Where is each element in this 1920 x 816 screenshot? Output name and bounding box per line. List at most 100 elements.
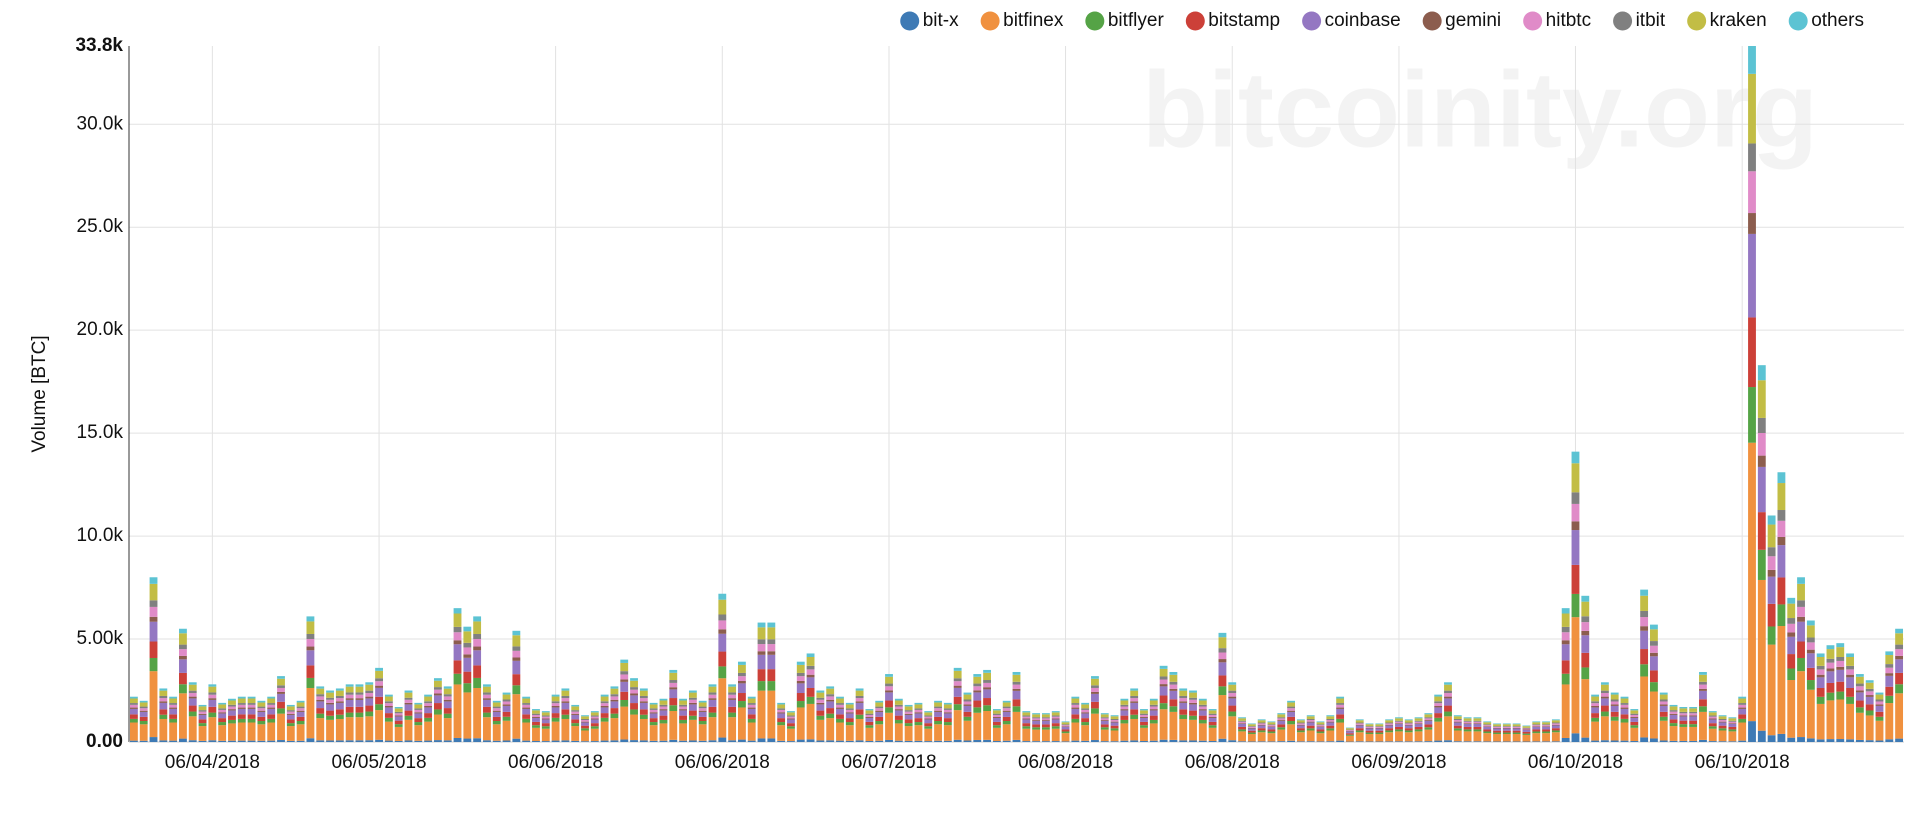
bar-segment (1865, 691, 1874, 696)
bar-segment (1296, 741, 1305, 742)
bar-segment (169, 698, 178, 704)
bar-segment (1600, 716, 1609, 741)
bar-segment (1453, 716, 1462, 719)
bar-segment (1120, 710, 1129, 716)
bar-segment (1659, 704, 1668, 706)
bar-segment (1875, 716, 1884, 721)
bar-segment (1875, 720, 1884, 741)
bar-segment (865, 710, 874, 714)
bar-segment (414, 709, 423, 713)
bar-segment (1826, 682, 1835, 693)
bar-segment (1424, 729, 1433, 742)
bar-segment (934, 700, 942, 703)
bar-segment (973, 692, 982, 701)
bar-segment (306, 616, 315, 622)
bar-segment (943, 712, 952, 714)
bar-segment (561, 701, 570, 703)
bar-segment (149, 600, 158, 607)
bar-segment (1365, 726, 1374, 727)
bar-segment (1228, 740, 1237, 742)
bar-segment (1444, 693, 1452, 697)
bar-segment (1679, 740, 1688, 742)
bar-segment (992, 713, 1001, 715)
bar-segment (492, 711, 501, 717)
bar-segment (1179, 695, 1188, 699)
bar-segment (934, 716, 942, 721)
bar-segment (237, 707, 246, 709)
bar-segment (1375, 741, 1384, 742)
bar-segment (924, 728, 933, 742)
bar-segment (649, 722, 658, 726)
bar-segment (326, 710, 334, 716)
bar-segment (796, 683, 805, 694)
bar-segment (806, 653, 815, 657)
bar-segment (1630, 717, 1639, 722)
bar-segment (1257, 719, 1266, 721)
bar-segment (1198, 700, 1207, 705)
bar-segment (1051, 718, 1060, 720)
bar-segment (698, 724, 707, 741)
bar-segment (718, 620, 727, 630)
bar-segment (257, 710, 266, 712)
bar-segment (257, 708, 266, 711)
bar-segment (483, 698, 491, 700)
bar-segment (1365, 723, 1374, 725)
bar-segment (1797, 600, 1805, 607)
y-tick-label: 30.0k (77, 113, 124, 134)
bar-segment (1542, 726, 1550, 727)
bar-segment (1640, 589, 1649, 596)
bar-segment (1238, 721, 1246, 724)
bar-segment (335, 698, 344, 702)
bar-segment (1571, 463, 1580, 493)
bar-segment (404, 704, 413, 711)
bar-segment (532, 714, 540, 717)
bar-segment (198, 706, 207, 711)
bar-segment (620, 691, 629, 700)
bar-segment (1708, 741, 1717, 742)
bar-segment (718, 737, 727, 742)
bar-segment (1473, 723, 1482, 727)
bar-segment (384, 696, 393, 702)
bar-segment (1130, 695, 1139, 699)
bar-segment (1669, 714, 1678, 720)
bar-segment (1522, 733, 1531, 735)
bar-segment (1277, 720, 1286, 725)
bar-segment (836, 703, 844, 705)
bar-segment (1041, 713, 1050, 715)
bar-segment (473, 621, 482, 634)
bar-segment (1100, 714, 1109, 718)
bar-segment (1306, 721, 1315, 723)
bar-segment (992, 717, 1001, 722)
bar-segment (1159, 676, 1168, 680)
bar-segment (1855, 686, 1864, 691)
bar-segment (551, 717, 560, 722)
bar-segment (1669, 726, 1678, 741)
bar-segment (1385, 741, 1394, 742)
bar-segment (1100, 720, 1109, 721)
bar-segment (541, 711, 550, 713)
bar-segment (1581, 630, 1590, 636)
bar-segment (512, 657, 521, 661)
bar-segment (1816, 669, 1825, 675)
legend-label: bitstamp (1208, 10, 1280, 31)
bar-segment (1532, 721, 1541, 723)
bar-segment (1885, 651, 1894, 656)
bar-segment (953, 681, 962, 686)
bar-segment (1826, 739, 1835, 742)
bar-segment (1434, 703, 1443, 707)
bar-segment (1385, 720, 1394, 723)
bar-segment (1895, 628, 1904, 634)
bar-segment (1414, 720, 1423, 722)
bar-segment (1748, 46, 1756, 74)
bar-segment (845, 722, 854, 726)
bar-segment (1071, 740, 1080, 742)
bar-segment (1257, 730, 1266, 733)
bar-segment (875, 700, 884, 703)
bar-segment (1444, 716, 1452, 741)
bar-segment (1787, 680, 1796, 738)
bar-segment (728, 698, 737, 700)
bar-segment (796, 664, 805, 673)
bar-segment (787, 715, 795, 717)
bar-segment (649, 702, 658, 705)
bar-segment (698, 711, 707, 717)
